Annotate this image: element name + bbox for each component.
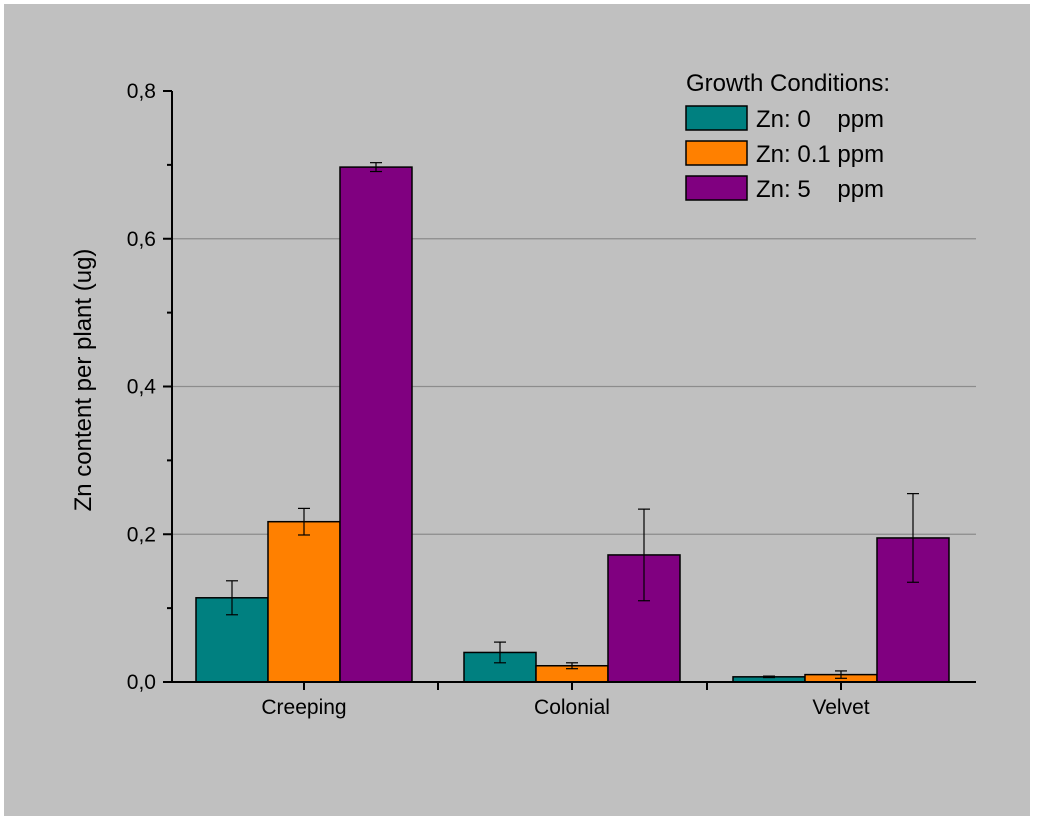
legend-swatch <box>685 175 748 201</box>
gridlines <box>172 238 976 535</box>
x-tick-label: Velvet <box>812 696 869 719</box>
y-tick-label: 0,8 <box>127 80 156 103</box>
y-axis-title: Zn content per plant (ug) <box>70 249 97 512</box>
y-tick-label: 0,2 <box>127 523 156 546</box>
x-ticks: Creeping Colonial Velvet <box>261 682 870 719</box>
legend-swatch <box>685 140 748 166</box>
y-tick-label: 0,0 <box>127 671 156 694</box>
bars <box>195 166 950 683</box>
x-tick-label: Creeping <box>261 696 346 719</box>
legend-entry: Zn: 5 ppm <box>756 176 884 203</box>
legend-swatch <box>685 105 748 131</box>
legend: Growth Conditions: Zn: 0 ppm Zn: 0.1 ppm Z… <box>685 70 890 203</box>
y-tick-label: 0,6 <box>127 228 156 251</box>
bar <box>267 520 341 683</box>
x-tick-label: Colonial <box>534 696 610 719</box>
legend-title: Growth Conditions: <box>686 70 890 97</box>
y-tick-label: 0,4 <box>127 376 157 399</box>
error-bars <box>226 162 919 679</box>
legend-entry: Zn: 0 ppm <box>756 106 884 133</box>
legend-entry: Zn: 0.1 ppm <box>756 141 884 168</box>
bar <box>339 166 413 683</box>
y-ticks: 0,0 0,2 0,4 0,6 0,8 <box>127 80 172 694</box>
